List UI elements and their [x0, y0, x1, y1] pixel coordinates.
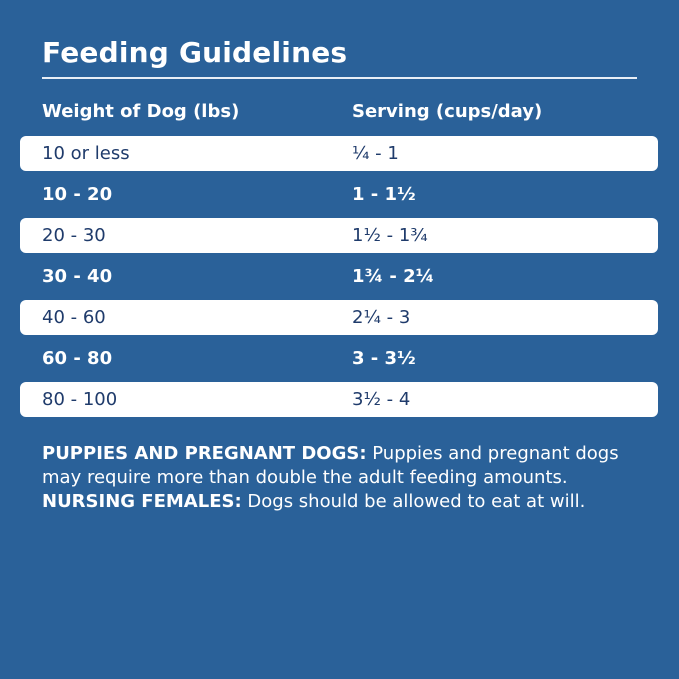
- table-row: 10 - 20 1 - 1½: [20, 177, 658, 212]
- weight-cell: 40 - 60: [42, 307, 106, 328]
- header-weight: Weight of Dog (lbs): [42, 101, 240, 122]
- serving-cell: ¼ - 1: [352, 143, 399, 164]
- weight-cell: 30 - 40: [42, 266, 113, 287]
- table-row: 30 - 40 1¾ - 2¼: [20, 259, 658, 294]
- serving-cell: 1 - 1½: [352, 184, 416, 205]
- header-serving: Serving (cups/day): [352, 101, 543, 122]
- weight-cell: 60 - 80: [42, 348, 113, 369]
- page-title: Feeding Guidelines: [42, 36, 348, 69]
- feeding-note: PUPPIES AND PREGNANT DOGS: Puppies and p…: [42, 442, 652, 514]
- puppies-label: PUPPIES AND PREGNANT DOGS:: [42, 443, 367, 464]
- serving-cell: 1½ - 1¾: [352, 225, 428, 246]
- serving-cell: 1¾ - 2¼: [352, 266, 435, 287]
- table-row: 40 - 60 2¼ - 3: [20, 300, 658, 335]
- title-divider: [42, 77, 637, 79]
- serving-cell: 3½ - 4: [352, 389, 411, 410]
- table-row: 80 - 100 3½ - 4: [20, 382, 658, 417]
- serving-cell: 3 - 3½: [352, 348, 416, 369]
- serving-cell: 2¼ - 3: [352, 307, 411, 328]
- table-row: 10 or less ¼ - 1: [20, 136, 658, 171]
- weight-cell: 10 or less: [42, 143, 130, 164]
- weight-cell: 20 - 30: [42, 225, 106, 246]
- table-row: 60 - 80 3 - 3½: [20, 341, 658, 376]
- nursing-text: Dogs should be allowed to eat at will.: [241, 491, 586, 512]
- nursing-label: NURSING FEMALES:: [42, 491, 242, 512]
- weight-cell: 10 - 20: [42, 184, 113, 205]
- weight-cell: 80 - 100: [42, 389, 118, 410]
- puppies-text: Puppies and pregnant dogs may require mo…: [42, 443, 619, 488]
- table-row: 20 - 30 1½ - 1¾: [20, 218, 658, 253]
